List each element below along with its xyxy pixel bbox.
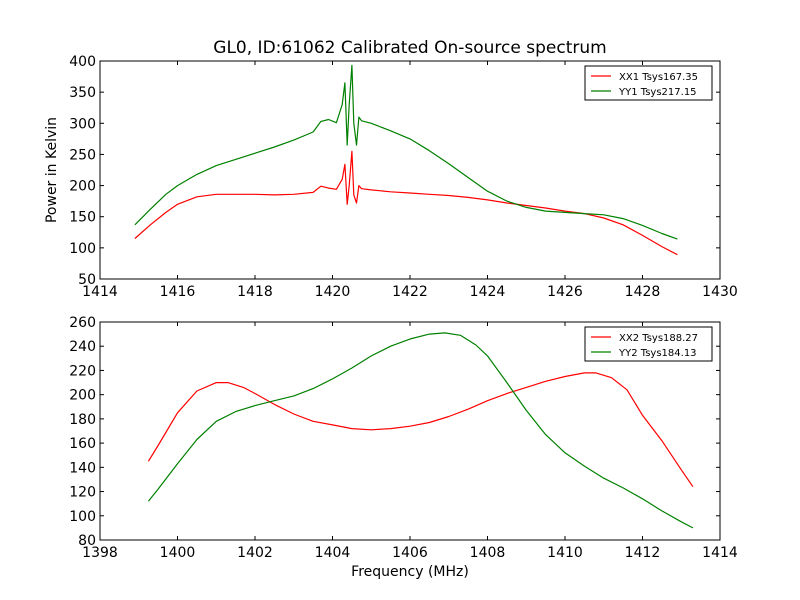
- x-tick-label: 1408: [470, 545, 506, 561]
- x-tick-label: 1416: [160, 284, 196, 300]
- y-tick-label: 180: [69, 412, 96, 428]
- series-line-2: [147, 332, 694, 529]
- x-tick-label: 1424: [470, 284, 506, 300]
- x-tick-label: 1418: [237, 284, 273, 300]
- chart-title: GL0, ID:61062 Calibrated On-source spect…: [213, 38, 606, 58]
- x-tick-label: 1402: [237, 545, 273, 561]
- y-tick-label: 200: [69, 388, 96, 404]
- x-tick-label: 1414: [82, 284, 118, 300]
- y-tick-label: 220: [69, 363, 96, 379]
- series-line-1: [134, 150, 678, 256]
- top-panel: 1414 1416 1418 1420 1422 1424 1426 1428 1430 50 10…: [69, 54, 738, 300]
- y-tick-label: 260: [69, 315, 96, 331]
- x-tick-label: 1400: [160, 545, 196, 561]
- x-tick-label: 1412: [625, 545, 661, 561]
- x-tick-label: 1398: [82, 545, 118, 561]
- y-tick-label: 160: [69, 436, 96, 452]
- x-tick-label: 1422: [392, 284, 428, 300]
- legend-label: YY1 Tsys217.15: [618, 87, 697, 98]
- y-tick-label: 100: [69, 509, 96, 525]
- y-tick-label: 300: [69, 116, 96, 132]
- legend-label: YY2 Tsys184.13: [618, 348, 697, 359]
- legend-label: XX2 Tsys188.27: [619, 333, 698, 344]
- y-tick-label: 100: [69, 241, 96, 257]
- bottom-panel: 1398 1400 1402 1404 1406 1408 1410 1412 1414 80 10…: [69, 315, 738, 561]
- x-tick-label: 1426: [547, 284, 583, 300]
- y-tick-label: 400: [69, 54, 96, 70]
- x-tick-label: 1428: [625, 284, 661, 300]
- x-tick-label: 1406: [392, 545, 428, 561]
- legend: XX2 Tsys188.27 YY2 Tsys184.13: [584, 326, 713, 362]
- y-tick-label: 240: [69, 339, 96, 355]
- y-tick-label: 150: [69, 210, 96, 226]
- y-tick-label: 120: [69, 485, 96, 501]
- series-line-2: [134, 64, 678, 240]
- y-tick-label: 50: [78, 272, 96, 288]
- x-tick-label: 1430: [702, 284, 738, 300]
- legend-label: XX1 Tsys167.35: [619, 72, 698, 83]
- x-axis-label: Frequency (MHz): [351, 564, 469, 580]
- legend-box: [584, 65, 713, 101]
- y-tick-label: 80: [78, 533, 96, 549]
- y-tick-label: 350: [69, 85, 96, 101]
- x-tick-label: 1414: [702, 545, 738, 561]
- y-tick-label: 140: [69, 460, 96, 476]
- y-axis-label: Power in Kelvin: [44, 117, 60, 223]
- x-tick-label: 1410: [547, 545, 583, 561]
- legend-box: [584, 326, 713, 362]
- y-tick-label: 250: [69, 147, 96, 163]
- legend: XX1 Tsys167.35 YY1 Tsys217.15: [584, 65, 713, 101]
- x-tick-label: 1420: [315, 284, 351, 300]
- y-tick-label: 200: [69, 179, 96, 195]
- series-line-1: [147, 372, 694, 488]
- x-tick-label: 1404: [315, 545, 351, 561]
